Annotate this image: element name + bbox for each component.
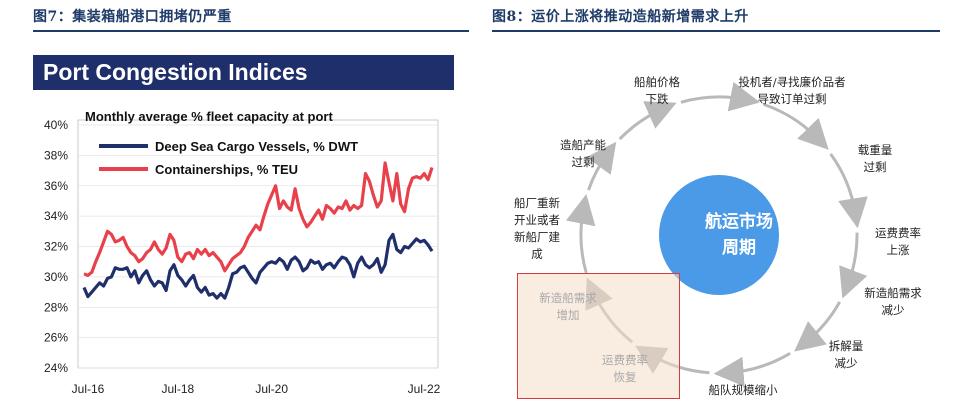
cycle-label-shipyard-restructure: 船厂重新 开业或者 新船厂建 成 — [514, 196, 560, 261]
cycle-arrow — [586, 141, 617, 191]
x-tick-label: Jul-18 — [161, 382, 194, 396]
cycle-arrow — [829, 153, 868, 229]
cycle-label-capacity-surplus: 造船产能 过剩 — [560, 138, 606, 169]
y-tick-label: 28% — [44, 300, 68, 314]
y-tick-label: 36% — [44, 179, 68, 193]
cycle-arrow — [763, 103, 829, 150]
x-tick-labels: Jul-16 Jul-18 Jul-20 Jul-22 — [72, 382, 441, 396]
y-tick-labels: 24% 26% 28% 30% 32% 34% 36% 38% 40% — [44, 118, 68, 375]
cycle-arrow — [618, 101, 677, 141]
cycle-label-new-ship-demand-up: 新造船需求 增加 — [539, 291, 597, 322]
y-tick-label: 34% — [44, 209, 68, 223]
left-caption-rule — [33, 30, 469, 32]
center-circle — [659, 175, 779, 295]
port-congestion-chart: Monthly average % fleet capacity at port… — [44, 109, 441, 396]
x-tick-label: Jul-16 — [72, 382, 105, 396]
chart-banner: Port Congestion Indices — [33, 55, 454, 90]
cycle-label-fleet-shrink: 船队规模缩小 — [708, 383, 778, 397]
shipping-cycle-diagram — [565, 81, 868, 387]
legend: Deep Sea Cargo Vessels, % DWT Containersh… — [99, 139, 358, 177]
center-label: 航运市场 周期 — [705, 212, 773, 258]
cycle-arrow — [839, 232, 868, 299]
y-tick-label: 26% — [44, 331, 68, 345]
x-tick-label: Jul-22 — [408, 382, 441, 396]
cycle-arrow — [794, 301, 842, 352]
cycle-label-overload: 载重量 过剩 — [857, 143, 893, 174]
cycle-arrow — [565, 193, 596, 274]
y-tick-label: 32% — [44, 240, 68, 254]
cycle-label-freight-rate-recover: 运费费率 恢复 — [602, 353, 648, 384]
legend-label: Containerships, % TEU — [155, 162, 298, 177]
cycle-label-new-ship-demand-down: 新造船需求 减少 — [864, 286, 922, 317]
y-tick-label: 40% — [44, 118, 68, 132]
series-line-deep-sea-cargo — [82, 232, 434, 300]
y-tick-label: 30% — [44, 270, 68, 284]
cycle-label-freight-rate-rise: 运费费率 上涨 — [875, 226, 921, 257]
highlight-box — [517, 273, 680, 399]
legend-label: Deep Sea Cargo Vessels, % DWT — [155, 139, 358, 154]
right-figure-caption: 图8：运价上涨将推动造船新增需求上升 — [492, 9, 749, 25]
left-figure-caption: 图7：集装箱船港口拥堵仍严重 — [33, 9, 232, 25]
plot-area-frame — [77, 119, 439, 369]
banner-title: Port Congestion Indices — [43, 59, 308, 85]
y-tick-label: 24% — [44, 361, 68, 375]
cycle-arrow — [680, 81, 761, 112]
chart-title: Monthly average % fleet capacity at port — [85, 109, 333, 124]
series-line-containerships — [83, 161, 434, 277]
x-tick-label: Jul-20 — [255, 382, 288, 396]
y-tick-label: 38% — [44, 148, 68, 162]
cycle-label-scrapping-down: 拆解量 减少 — [828, 339, 864, 370]
right-caption-rule — [492, 30, 940, 32]
cycle-label-ship-price-fall: 船舶价格 下跌 — [634, 75, 680, 106]
cycle-label-speculation: 投机者/寻找廉价品者 导致订单过剩 — [738, 75, 846, 106]
cycle-arrow — [713, 352, 791, 387]
series-lines — [82, 161, 434, 300]
